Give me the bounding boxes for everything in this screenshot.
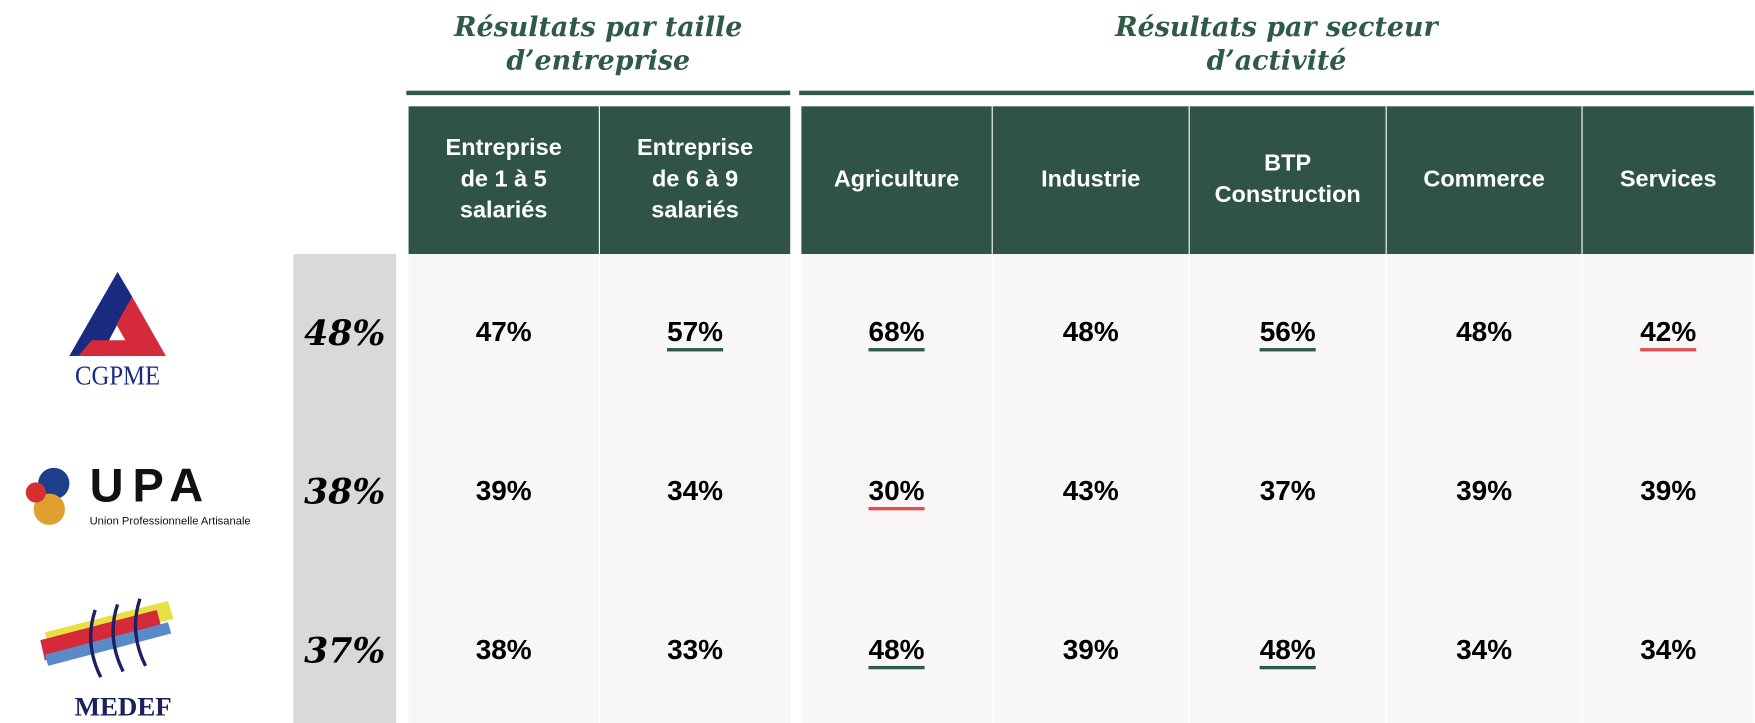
cell-value: 42% — [1640, 316, 1696, 347]
cell-value: 39% — [1456, 475, 1512, 506]
cell-underline — [1259, 348, 1316, 352]
cell-underline — [868, 506, 925, 511]
logo-name: MEDEF — [75, 692, 172, 722]
column-label: Industrie — [1041, 165, 1140, 191]
total-column — [293, 254, 397, 723]
cell-value: 56% — [1260, 316, 1316, 347]
row-total: 37% — [304, 631, 385, 672]
column-header — [992, 106, 1189, 255]
group-title: Résultats par secteur — [1114, 12, 1439, 43]
column-body — [1189, 254, 1386, 723]
cell-underline — [1640, 348, 1697, 352]
column-label: Commerce — [1423, 165, 1544, 191]
column-label: Entreprise — [446, 134, 562, 160]
column-body — [1582, 254, 1754, 723]
cell-value: 34% — [667, 475, 723, 506]
column-body — [408, 254, 599, 723]
cell-value: 39% — [1640, 475, 1696, 506]
group-title: Résultats par taille — [453, 12, 742, 43]
column-label: de 6 à 9 — [652, 165, 738, 191]
column-label: de 1 à 5 — [461, 165, 547, 191]
cell-value: 48% — [869, 634, 925, 665]
column-header — [408, 106, 599, 255]
column-header — [1386, 106, 1582, 255]
column-label: Agriculture — [834, 165, 959, 191]
cell-value: 34% — [1640, 634, 1696, 665]
medef-logo — [40, 598, 174, 678]
cell-value: 43% — [1063, 475, 1119, 506]
logo-subtitle: Union Professionnelle Artisanale — [90, 515, 251, 527]
column-body — [801, 254, 992, 723]
cell-value: 30% — [869, 475, 925, 506]
column-label: Entreprise — [637, 134, 753, 160]
cell-value: 39% — [476, 475, 532, 506]
cell-underline — [667, 348, 724, 352]
logo-name: CGPME — [75, 361, 160, 392]
column-header — [599, 106, 791, 255]
column-header — [1582, 106, 1754, 255]
cell-value: 48% — [1260, 634, 1316, 665]
column-label: BTP — [1264, 150, 1311, 176]
cell-value: 47% — [476, 316, 532, 347]
group-title: d’entreprise — [506, 46, 690, 77]
cell-value: 38% — [476, 634, 532, 665]
cgpme-logo — [69, 271, 166, 356]
column-label: Services — [1620, 165, 1717, 191]
cell-value: 57% — [667, 316, 723, 347]
cell-underline — [1259, 665, 1316, 670]
upa-logo — [25, 467, 70, 525]
row-total: 38% — [304, 472, 385, 513]
column-body — [992, 254, 1189, 723]
group-rule — [799, 90, 1754, 96]
column-body — [599, 254, 791, 723]
cell-value: 39% — [1063, 634, 1119, 665]
column-label: salariés — [460, 197, 548, 223]
column-label: salariés — [651, 197, 739, 223]
group-title: d’activité — [1207, 46, 1347, 77]
cell-value: 33% — [667, 634, 723, 665]
column-header — [1189, 106, 1386, 255]
logo-name: UPA — [90, 459, 213, 512]
cell-value: 37% — [1260, 475, 1316, 506]
cell-value: 48% — [1456, 316, 1512, 347]
cell-value: 48% — [1063, 316, 1119, 347]
column-body — [1386, 254, 1582, 723]
cell-underline — [868, 665, 925, 670]
group-rule — [406, 90, 791, 96]
row-total: 48% — [304, 313, 385, 354]
cell-value: 34% — [1456, 634, 1512, 665]
cell-underline — [868, 348, 925, 352]
column-label: Construction — [1215, 181, 1361, 207]
column-header — [801, 106, 992, 255]
cell-value: 68% — [869, 316, 925, 347]
